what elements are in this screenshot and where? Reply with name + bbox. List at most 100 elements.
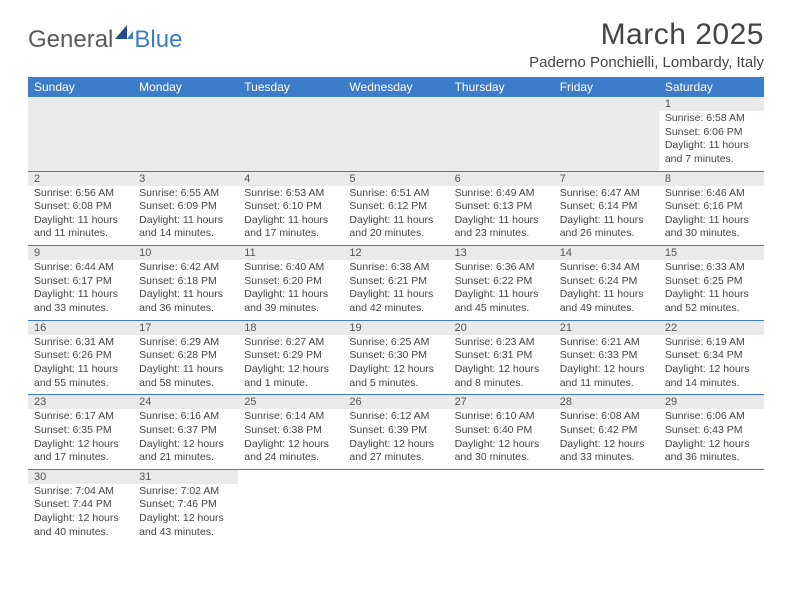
day-details: Sunrise: 7:04 AMSunset: 7:44 PMDaylight:…: [28, 484, 133, 544]
day-number: 27: [449, 395, 554, 409]
daylight-text: Daylight: 11 hours and 30 minutes.: [665, 214, 758, 241]
day-number: 7: [554, 172, 659, 186]
empty-cell: [238, 97, 343, 171]
day-details: Sunrise: 6:53 AMSunset: 6:10 PMDaylight:…: [238, 186, 343, 246]
sunrise-text: Sunrise: 6:44 AM: [34, 261, 127, 275]
day-details: Sunrise: 6:21 AMSunset: 6:33 PMDaylight:…: [554, 335, 659, 395]
sunrise-text: Sunrise: 6:14 AM: [244, 410, 337, 424]
sunset-text: Sunset: 6:14 PM: [560, 200, 653, 214]
day-details: Sunrise: 6:47 AMSunset: 6:14 PMDaylight:…: [554, 186, 659, 246]
sunset-text: Sunset: 6:17 PM: [34, 275, 127, 289]
day-number: 21: [554, 321, 659, 335]
sunset-text: Sunset: 6:12 PM: [349, 200, 442, 214]
day-cell: 11Sunrise: 6:40 AMSunset: 6:20 PMDayligh…: [238, 246, 343, 321]
sunrise-text: Sunrise: 6:33 AM: [665, 261, 758, 275]
month-title: March 2025: [529, 18, 764, 52]
sunset-text: Sunset: 6:08 PM: [34, 200, 127, 214]
sunset-text: Sunset: 6:43 PM: [665, 424, 758, 438]
day-number: 1: [659, 97, 764, 111]
day-number: 19: [343, 321, 448, 335]
calendar-body: 1Sunrise: 6:58 AMSunset: 6:06 PMDaylight…: [28, 97, 764, 543]
sunset-text: Sunset: 6:25 PM: [665, 275, 758, 289]
daylight-text: Daylight: 11 hours and 17 minutes.: [244, 214, 337, 241]
sunrise-text: Sunrise: 6:31 AM: [34, 336, 127, 350]
sunset-text: Sunset: 6:33 PM: [560, 349, 653, 363]
day-cell: 22Sunrise: 6:19 AMSunset: 6:34 PMDayligh…: [659, 320, 764, 395]
day-details: Sunrise: 6:08 AMSunset: 6:42 PMDaylight:…: [554, 409, 659, 469]
day-details: Sunrise: 6:33 AMSunset: 6:25 PMDaylight:…: [659, 260, 764, 320]
sunset-text: Sunset: 7:44 PM: [34, 498, 127, 512]
sunrise-text: Sunrise: 6:49 AM: [455, 187, 548, 201]
day-cell: 18Sunrise: 6:27 AMSunset: 6:29 PMDayligh…: [238, 320, 343, 395]
sunset-text: Sunset: 6:31 PM: [455, 349, 548, 363]
sunset-text: Sunset: 6:37 PM: [139, 424, 232, 438]
day-cell: 16Sunrise: 6:31 AMSunset: 6:26 PMDayligh…: [28, 320, 133, 395]
day-details: Sunrise: 6:12 AMSunset: 6:39 PMDaylight:…: [343, 409, 448, 469]
sunrise-text: Sunrise: 7:02 AM: [139, 485, 232, 499]
day-details: Sunrise: 6:29 AMSunset: 6:28 PMDaylight:…: [133, 335, 238, 395]
day-cell: 30Sunrise: 7:04 AMSunset: 7:44 PMDayligh…: [28, 469, 133, 543]
sunrise-text: Sunrise: 6:42 AM: [139, 261, 232, 275]
sunrise-text: Sunrise: 6:29 AM: [139, 336, 232, 350]
daylight-text: Daylight: 12 hours and 24 minutes.: [244, 438, 337, 465]
sunrise-text: Sunrise: 6:17 AM: [34, 410, 127, 424]
dayname-wednesday: Wednesday: [343, 77, 448, 97]
page-header: General Blue March 2025 Paderno Ponchiel…: [28, 18, 764, 71]
day-details: Sunrise: 6:23 AMSunset: 6:31 PMDaylight:…: [449, 335, 554, 395]
day-cell: 1Sunrise: 6:58 AMSunset: 6:06 PMDaylight…: [659, 97, 764, 171]
sunset-text: Sunset: 6:38 PM: [244, 424, 337, 438]
daylight-text: Daylight: 12 hours and 30 minutes.: [455, 438, 548, 465]
sunrise-text: Sunrise: 6:21 AM: [560, 336, 653, 350]
day-details: Sunrise: 6:06 AMSunset: 6:43 PMDaylight:…: [659, 409, 764, 469]
empty-cell: [133, 97, 238, 171]
sunset-text: Sunset: 6:29 PM: [244, 349, 337, 363]
sunrise-text: Sunrise: 6:10 AM: [455, 410, 548, 424]
empty-cell: [343, 469, 448, 543]
day-cell: 5Sunrise: 6:51 AMSunset: 6:12 PMDaylight…: [343, 171, 448, 246]
day-cell: 26Sunrise: 6:12 AMSunset: 6:39 PMDayligh…: [343, 395, 448, 470]
sunrise-text: Sunrise: 6:34 AM: [560, 261, 653, 275]
dayname-sunday: Sunday: [28, 77, 133, 97]
daylight-text: Daylight: 11 hours and 7 minutes.: [665, 139, 758, 166]
day-cell: 8Sunrise: 6:46 AMSunset: 6:16 PMDaylight…: [659, 171, 764, 246]
day-cell: 12Sunrise: 6:38 AMSunset: 6:21 PMDayligh…: [343, 246, 448, 321]
sunset-text: Sunset: 6:16 PM: [665, 200, 758, 214]
week-row: 9Sunrise: 6:44 AMSunset: 6:17 PMDaylight…: [28, 246, 764, 321]
daylight-text: Daylight: 12 hours and 40 minutes.: [34, 512, 127, 539]
empty-cell: [449, 469, 554, 543]
day-number: 16: [28, 321, 133, 335]
daylight-text: Daylight: 12 hours and 27 minutes.: [349, 438, 442, 465]
sunrise-text: Sunrise: 6:53 AM: [244, 187, 337, 201]
sunrise-text: Sunrise: 6:38 AM: [349, 261, 442, 275]
calendar-header-row: SundayMondayTuesdayWednesdayThursdayFrid…: [28, 77, 764, 97]
day-details: Sunrise: 6:36 AMSunset: 6:22 PMDaylight:…: [449, 260, 554, 320]
day-cell: 4Sunrise: 6:53 AMSunset: 6:10 PMDaylight…: [238, 171, 343, 246]
sunrise-text: Sunrise: 6:58 AM: [665, 112, 758, 126]
day-details: Sunrise: 6:56 AMSunset: 6:08 PMDaylight:…: [28, 186, 133, 246]
week-row: 30Sunrise: 7:04 AMSunset: 7:44 PMDayligh…: [28, 469, 764, 543]
daylight-text: Daylight: 11 hours and 52 minutes.: [665, 288, 758, 315]
day-cell: 19Sunrise: 6:25 AMSunset: 6:30 PMDayligh…: [343, 320, 448, 395]
daylight-text: Daylight: 12 hours and 17 minutes.: [34, 438, 127, 465]
sunrise-text: Sunrise: 6:08 AM: [560, 410, 653, 424]
daylight-text: Daylight: 12 hours and 33 minutes.: [560, 438, 653, 465]
day-details: Sunrise: 6:14 AMSunset: 6:38 PMDaylight:…: [238, 409, 343, 469]
day-number: 9: [28, 246, 133, 260]
sunrise-text: Sunrise: 6:12 AM: [349, 410, 442, 424]
day-cell: 20Sunrise: 6:23 AMSunset: 6:31 PMDayligh…: [449, 320, 554, 395]
brand-general: General: [28, 26, 113, 54]
daylight-text: Daylight: 11 hours and 33 minutes.: [34, 288, 127, 315]
daylight-text: Daylight: 12 hours and 14 minutes.: [665, 363, 758, 390]
empty-cell: [554, 97, 659, 171]
day-number: 2: [28, 172, 133, 186]
sunset-text: Sunset: 6:39 PM: [349, 424, 442, 438]
day-number: 28: [554, 395, 659, 409]
sunrise-text: Sunrise: 6:51 AM: [349, 187, 442, 201]
day-number: 3: [133, 172, 238, 186]
day-cell: 2Sunrise: 6:56 AMSunset: 6:08 PMDaylight…: [28, 171, 133, 246]
day-details: Sunrise: 6:34 AMSunset: 6:24 PMDaylight:…: [554, 260, 659, 320]
day-number: 20: [449, 321, 554, 335]
daylight-text: Daylight: 11 hours and 49 minutes.: [560, 288, 653, 315]
empty-cell: [554, 469, 659, 543]
sunset-text: Sunset: 6:20 PM: [244, 275, 337, 289]
